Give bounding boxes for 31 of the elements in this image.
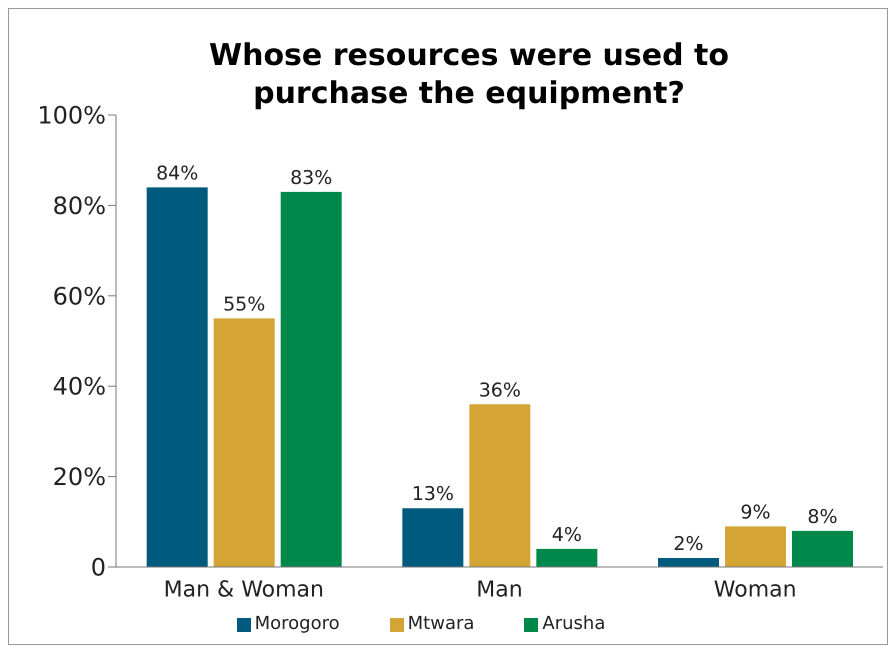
bar [214, 318, 275, 567]
legend-label: Morogoro [254, 613, 340, 634]
legend-label: Arusha [542, 613, 606, 634]
y-tick-label: 80% [52, 192, 106, 220]
chart-title: Whose resources were used to purchase the equipment? [208, 37, 730, 113]
bar [725, 526, 786, 567]
bar [402, 508, 464, 567]
bar [280, 192, 342, 567]
bar [792, 530, 854, 567]
data-label: 84% [156, 162, 198, 184]
x-tick-label: Woman [714, 578, 797, 603]
bar [536, 548, 598, 567]
x-tick-label: Man [476, 578, 523, 603]
data-label: 13% [412, 483, 454, 506]
y-tick-label: 60% [52, 282, 106, 310]
data-label: 55% [223, 293, 266, 316]
bar [146, 187, 208, 567]
y-tick-label: 100% [37, 102, 106, 130]
data-label: 36% [478, 379, 521, 402]
x-tick-label: Man & Woman [164, 578, 324, 603]
y-tick-label: 0 [90, 554, 106, 582]
bar [658, 558, 720, 567]
y-tick-label: 20% [52, 463, 106, 492]
data-label: 2% [673, 532, 704, 555]
data-label: 9% [740, 501, 771, 524]
bar [469, 404, 530, 567]
data-label: 83% [290, 166, 332, 189]
y-tick-label: 40% [52, 372, 106, 401]
legend-label: Mtwara [408, 613, 474, 634]
data-label: 4% [552, 524, 582, 546]
data-label: 8% [807, 506, 838, 528]
